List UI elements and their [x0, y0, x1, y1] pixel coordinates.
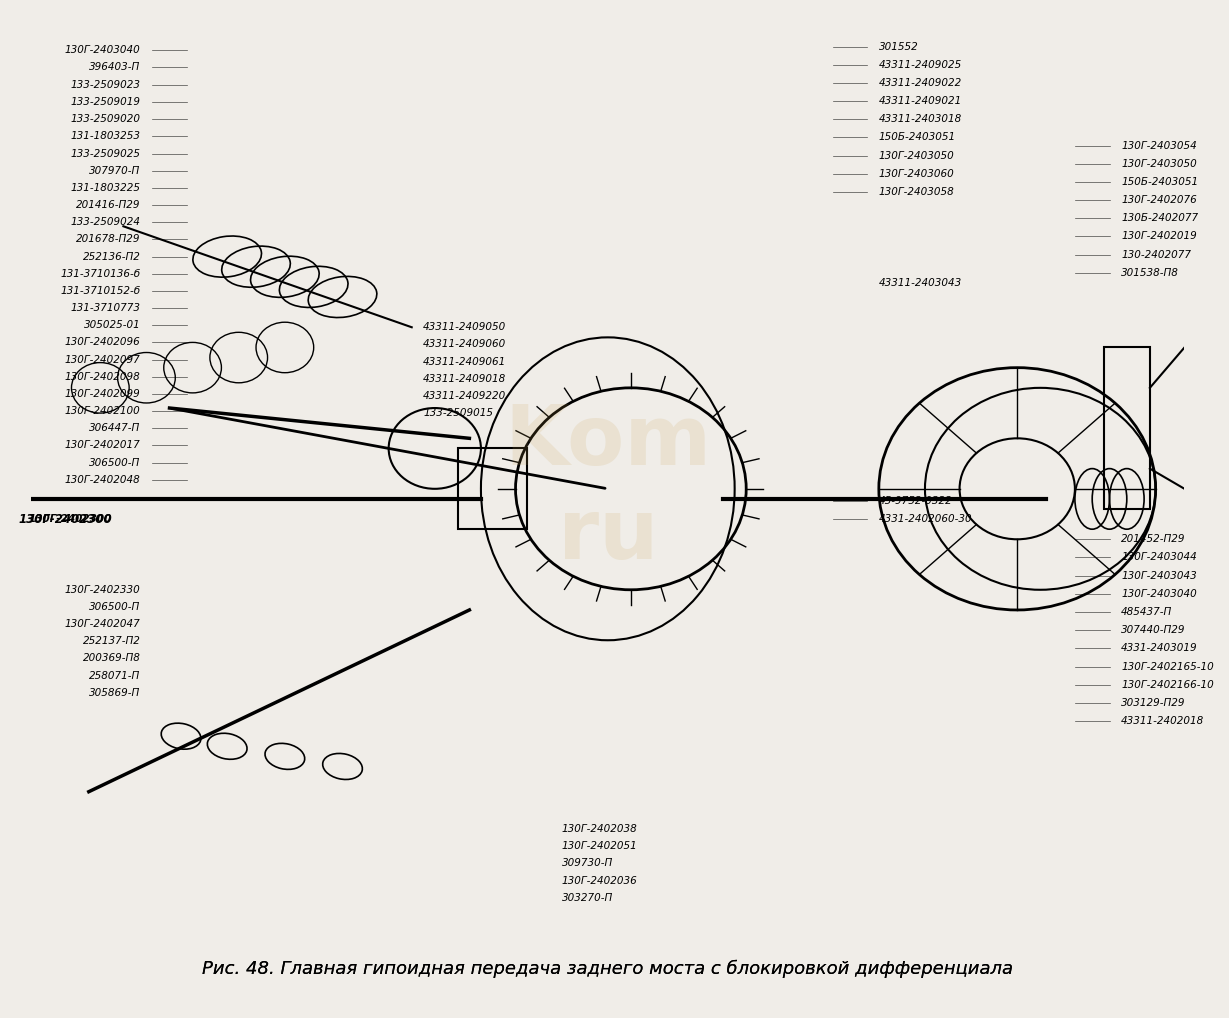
Text: 43311-2409220: 43311-2409220 — [423, 391, 506, 401]
Text: 130Г-2402048: 130Г-2402048 — [65, 474, 140, 485]
Text: 130Г-2402330: 130Г-2402330 — [65, 584, 140, 595]
Text: 306500-П: 306500-П — [90, 602, 140, 612]
Text: 150Б-2403051: 150Б-2403051 — [1121, 177, 1198, 187]
Text: 130Г-2403054: 130Г-2403054 — [1121, 140, 1197, 151]
Text: 396403-П: 396403-П — [90, 62, 140, 71]
Text: 130Б-2402077: 130Б-2402077 — [1121, 213, 1198, 223]
Text: 303270-П: 303270-П — [562, 893, 613, 903]
Text: 258071-П: 258071-П — [90, 671, 140, 681]
Text: 131-3710773: 131-3710773 — [71, 303, 140, 314]
Text: 130Г-2402038: 130Г-2402038 — [562, 824, 638, 834]
Text: 130Г-2402098: 130Г-2402098 — [65, 372, 140, 382]
Text: 133-2509020: 133-2509020 — [71, 114, 140, 124]
Bar — [458, 448, 527, 529]
Text: 306447-П: 306447-П — [90, 423, 140, 434]
Text: 43311-2402018: 43311-2402018 — [1121, 716, 1204, 726]
Text: 130Г-2402099: 130Г-2402099 — [65, 389, 140, 399]
Bar — [1104, 347, 1150, 509]
Text: 305869-П: 305869-П — [90, 688, 140, 697]
Text: 130Г-2403040: 130Г-2403040 — [65, 45, 140, 55]
Text: Рис. 48. Главная гипоидная передача заднего моста с блокировкой дифференциала: Рис. 48. Главная гипоидная передача задн… — [203, 959, 1013, 977]
Text: 130Г-2402047: 130Г-2402047 — [65, 619, 140, 629]
Text: 130Г-2403050: 130Г-2403050 — [879, 151, 955, 161]
Text: 130-2402077: 130-2402077 — [1121, 249, 1191, 260]
Text: 130Г-2402300: 130Г-2402300 — [28, 514, 112, 524]
Text: 130Г-2402097: 130Г-2402097 — [65, 354, 140, 364]
Text: 150Б-2403051: 150Б-2403051 — [879, 132, 956, 143]
Text: 4331-2402060-30: 4331-2402060-30 — [879, 514, 972, 524]
Text: 130Г-2402036: 130Г-2402036 — [562, 875, 638, 886]
Text: 45-9752-0322: 45-9752-0322 — [879, 496, 952, 506]
Text: 130Г-2402166-10: 130Г-2402166-10 — [1121, 680, 1214, 689]
Text: 309730-П: 309730-П — [562, 858, 613, 868]
Text: 43311-2409018: 43311-2409018 — [423, 374, 506, 384]
Text: 130Г-2403040: 130Г-2403040 — [1121, 588, 1197, 599]
Text: 307970-П: 307970-П — [90, 166, 140, 176]
Text: 303129-П29: 303129-П29 — [1121, 698, 1186, 708]
Text: 131-1803225: 131-1803225 — [71, 183, 140, 193]
FancyArrowPatch shape — [172, 408, 605, 489]
Text: 306500-П: 306500-П — [90, 457, 140, 467]
Text: 252136-П2: 252136-П2 — [82, 251, 140, 262]
Text: 200369-П8: 200369-П8 — [82, 654, 140, 664]
Text: Kom
ru: Kom ru — [504, 401, 712, 576]
Text: 43311-2409061: 43311-2409061 — [423, 356, 506, 366]
Text: Рис. 48. Главная гипоидная передача заднего моста с блокировкой дифференциала: Рис. 48. Главная гипоидная передача задн… — [203, 959, 1013, 977]
Text: 130Г-2403044: 130Г-2403044 — [1121, 553, 1197, 563]
Text: 201678-П29: 201678-П29 — [76, 234, 140, 244]
Text: 130Г-2402076: 130Г-2402076 — [1121, 195, 1197, 205]
Text: 130Г-2403050: 130Г-2403050 — [1121, 159, 1197, 169]
Text: 133-2509019: 133-2509019 — [71, 97, 140, 107]
Text: 201416-П29: 201416-П29 — [76, 201, 140, 210]
Text: 305025-01: 305025-01 — [84, 321, 140, 330]
Text: 133-2509024: 133-2509024 — [71, 217, 140, 227]
Text: 130Г-2402019: 130Г-2402019 — [1121, 231, 1197, 241]
Text: 133-2509015: 133-2509015 — [423, 408, 493, 418]
Text: 43311-2409060: 43311-2409060 — [423, 339, 506, 349]
Text: 485437-П: 485437-П — [1121, 607, 1172, 617]
Text: 301552: 301552 — [879, 42, 918, 52]
Text: 131-3710136-б: 131-3710136-б — [60, 269, 140, 279]
Text: 201452-П29: 201452-П29 — [1121, 534, 1186, 545]
Text: 301538-П8: 301538-П8 — [1121, 268, 1179, 278]
Text: 133-2509025: 133-2509025 — [71, 149, 140, 159]
Text: 130Г-2403060: 130Г-2403060 — [879, 169, 955, 179]
Text: 130Г-2402100: 130Г-2402100 — [65, 406, 140, 416]
Text: 131-3710152-б: 131-3710152-б — [60, 286, 140, 296]
Text: 43311-2409025: 43311-2409025 — [879, 60, 962, 70]
Text: 133-2509023: 133-2509023 — [71, 80, 140, 90]
Text: 4331-2403019: 4331-2403019 — [1121, 643, 1197, 654]
Text: 130Г-2402165-10: 130Г-2402165-10 — [1121, 662, 1214, 672]
Text: 130Г-2402096: 130Г-2402096 — [65, 337, 140, 347]
Text: 130Г-2403043: 130Г-2403043 — [1121, 571, 1197, 580]
Text: 252137-П2: 252137-П2 — [82, 636, 140, 646]
Text: 43311-2409021: 43311-2409021 — [879, 96, 962, 106]
Text: 130Г-2402051: 130Г-2402051 — [562, 841, 638, 851]
Text: 130Г-2402017: 130Г-2402017 — [65, 441, 140, 450]
Text: 307440-П29: 307440-П29 — [1121, 625, 1186, 635]
Text: 130Г-2403058: 130Г-2403058 — [879, 187, 955, 196]
Text: 43311-2409022: 43311-2409022 — [879, 78, 962, 88]
Text: 43311-2403043: 43311-2403043 — [879, 278, 962, 288]
Text: 43311-2403018: 43311-2403018 — [879, 114, 962, 124]
Text: 43311-2409050: 43311-2409050 — [423, 323, 506, 332]
Text: 130Г-2402300: 130Г-2402300 — [18, 513, 112, 525]
Text: 131-1803253: 131-1803253 — [71, 131, 140, 142]
